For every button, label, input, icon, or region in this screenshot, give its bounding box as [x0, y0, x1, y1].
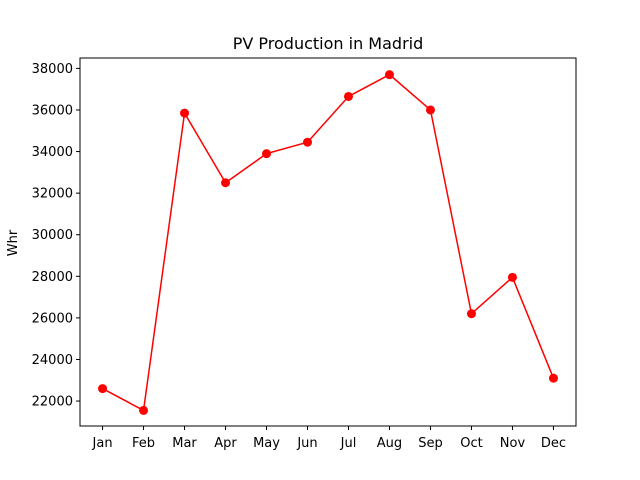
- data-point-dec: [548, 373, 558, 383]
- data-point-aug: [384, 70, 394, 80]
- x-tick-label: Mar: [172, 436, 197, 451]
- x-tick-label: May: [253, 436, 280, 451]
- x-tick-label: Feb: [132, 436, 155, 451]
- data-point-mar: [180, 108, 190, 118]
- x-tick-label: Aug: [377, 436, 402, 451]
- data-point-jul: [343, 91, 353, 101]
- x-axis-ticks: Jan Feb Mar Apr May Jun Jul Aug Sep Oct Nov Dec: [92, 426, 566, 451]
- data-point-feb: [139, 405, 149, 415]
- x-tick-label: Apr: [214, 436, 237, 451]
- y-tick-label: 38000: [32, 62, 73, 77]
- series-line: [102, 73, 555, 412]
- x-tick-label: Oct: [460, 436, 482, 451]
- data-point-may: [262, 149, 272, 159]
- y-axis-label: Whr: [6, 229, 21, 256]
- data-point-jun: [303, 137, 313, 147]
- x-tick-label: Dec: [541, 436, 566, 451]
- data-point-nov: [507, 272, 517, 282]
- x-tick-label: Jul: [340, 436, 357, 451]
- x-tick-label: Sep: [418, 436, 443, 451]
- data-point-apr: [221, 178, 231, 188]
- x-tick-label: Jan: [92, 436, 113, 451]
- y-axis-ticks: 22000 24000 26000 28000 30000 32000 34000 36000…: [32, 62, 80, 410]
- y-tick-label: 32000: [32, 187, 73, 202]
- plot-series: [98, 70, 558, 415]
- y-tick-label: 22000: [32, 395, 73, 410]
- chart-title: PV Production in Madrid: [233, 34, 424, 53]
- x-tick-label: Jun: [296, 436, 317, 451]
- y-tick-label: 26000: [32, 311, 73, 326]
- y-tick-label: 30000: [32, 228, 73, 243]
- y-tick-label: 24000: [32, 353, 73, 368]
- data-point-oct: [466, 309, 476, 319]
- x-tick-label: Nov: [500, 436, 526, 451]
- data-point-sep: [425, 105, 435, 115]
- y-tick-label: 34000: [32, 145, 73, 160]
- plot-frame: [79, 57, 577, 427]
- data-point-jan: [98, 384, 108, 394]
- y-tick-label: 28000: [32, 270, 73, 285]
- y-tick-label: 36000: [32, 103, 73, 118]
